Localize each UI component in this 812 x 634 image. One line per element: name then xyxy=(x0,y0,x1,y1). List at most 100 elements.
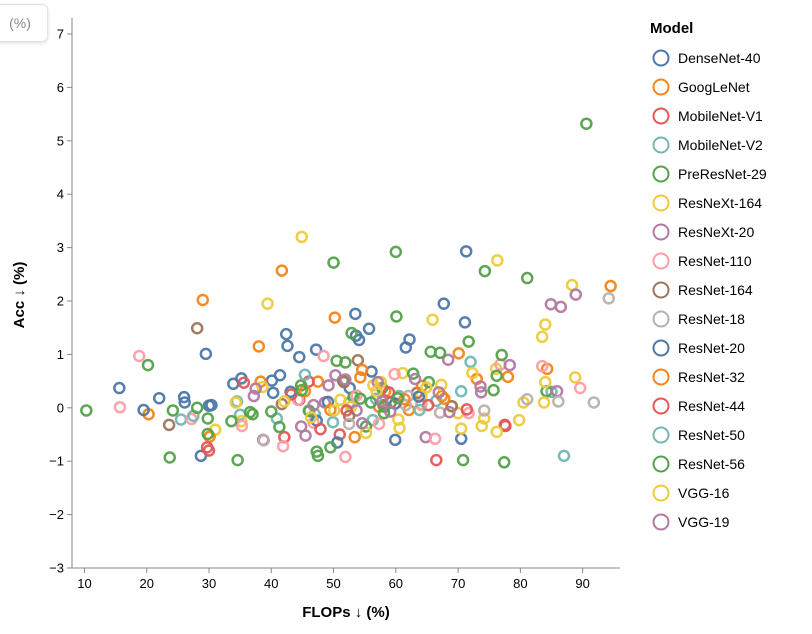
legend-symbol xyxy=(652,513,670,531)
data-point xyxy=(261,297,274,310)
data-point xyxy=(428,432,442,446)
legend-label: DenseNet-40 xyxy=(678,50,761,66)
y-tick-label: −3 xyxy=(49,561,64,576)
corner-badge: (%) xyxy=(0,4,48,42)
data-point xyxy=(415,397,428,411)
y-tick-label: −2 xyxy=(49,507,64,522)
data-point xyxy=(333,428,347,441)
data-point xyxy=(247,389,261,403)
y-tick-label: 1 xyxy=(57,347,64,362)
legend-symbol xyxy=(652,49,670,67)
data-point xyxy=(388,433,402,447)
legend-item: ResNet-50 xyxy=(652,426,745,444)
data-point xyxy=(491,254,504,267)
x-tick-label: 70 xyxy=(451,576,465,591)
x-tick-label: 40 xyxy=(264,576,278,591)
legend-symbol xyxy=(652,310,670,328)
data-point xyxy=(137,403,150,417)
data-point xyxy=(539,318,552,331)
y-tick-label: 7 xyxy=(57,27,64,42)
y-tick-label: −1 xyxy=(49,454,64,469)
data-point xyxy=(454,422,468,435)
legend-symbol xyxy=(652,426,670,444)
data-point xyxy=(299,429,312,442)
data-point xyxy=(390,310,403,323)
data-point xyxy=(377,406,391,420)
axes: −3 −2 −1 0 1 2 3 4 5 6 7 10 20 30 40 50 60 70 80 90 xyxy=(49,18,620,591)
data-point xyxy=(478,264,492,278)
legend-symbol xyxy=(652,223,670,241)
data-point xyxy=(141,358,155,372)
data-point xyxy=(454,385,468,398)
legend-symbol xyxy=(652,368,670,386)
data-point xyxy=(460,403,474,416)
data-points xyxy=(80,117,617,469)
data-point xyxy=(265,374,279,387)
data-point xyxy=(403,333,416,346)
data-point xyxy=(464,355,477,369)
data-point xyxy=(339,373,352,386)
series-resnet-20 xyxy=(137,329,426,449)
data-point xyxy=(370,385,383,398)
x-tick-label: 20 xyxy=(139,576,153,591)
legend-item: ResNet-18 xyxy=(652,310,745,328)
data-point xyxy=(412,390,426,403)
data-point xyxy=(354,371,367,384)
legend-label: ResNet-50 xyxy=(678,427,745,443)
legend-label: ResNet-20 xyxy=(678,340,745,356)
data-point xyxy=(229,396,243,409)
legend-item: ResNet-44 xyxy=(652,397,745,415)
legend-item: ResNeXt-164 xyxy=(652,194,762,212)
data-point xyxy=(393,421,406,435)
data-point xyxy=(408,372,422,386)
data-point xyxy=(317,349,330,363)
data-point xyxy=(113,401,127,414)
data-point xyxy=(266,386,280,400)
data-point xyxy=(554,300,568,314)
legend-item: PreResNet-29 xyxy=(652,165,767,183)
data-point xyxy=(477,412,491,425)
series-vgg-19 xyxy=(249,358,517,442)
data-point xyxy=(304,411,318,424)
data-point xyxy=(398,393,411,406)
legend-label: ResNet-56 xyxy=(678,456,745,472)
legend-item: VGG-19 xyxy=(652,513,730,531)
data-point xyxy=(310,445,323,458)
data-point xyxy=(345,326,358,340)
legend-label: VGG-19 xyxy=(678,514,730,530)
data-point xyxy=(231,453,244,467)
legend-item: ResNet-56 xyxy=(652,455,745,473)
data-point xyxy=(249,382,262,395)
legend-item: MobileNet-V2 xyxy=(652,136,763,154)
data-point xyxy=(328,311,342,324)
data-point xyxy=(293,350,306,364)
data-point xyxy=(339,450,352,464)
data-point xyxy=(487,383,500,397)
data-point xyxy=(477,404,491,417)
data-point xyxy=(499,419,512,433)
legend-symbol xyxy=(652,136,670,154)
data-point xyxy=(535,330,549,344)
data-point xyxy=(113,381,126,395)
data-point xyxy=(162,418,176,432)
data-point xyxy=(375,395,389,408)
data-point xyxy=(246,407,259,421)
data-point xyxy=(580,117,593,130)
data-point xyxy=(474,380,487,393)
legend-label: ResNeXt-20 xyxy=(678,224,754,240)
data-point xyxy=(544,297,558,311)
legend: Model DenseNet-40 GoogLeNet MobileNet-V1 Mo… xyxy=(650,20,767,531)
data-point xyxy=(237,376,251,389)
data-point xyxy=(475,419,489,433)
legend-item: MobileNet-V1 xyxy=(652,107,763,125)
legend-label: MobileNet-V1 xyxy=(678,108,763,124)
data-point xyxy=(351,354,365,367)
legend-label: MobileNet-V2 xyxy=(678,137,763,153)
legend-symbol xyxy=(652,78,670,96)
series-vgg-16 xyxy=(229,378,551,440)
data-point xyxy=(190,401,204,415)
data-point xyxy=(382,386,396,399)
x-tick-label: 50 xyxy=(326,576,340,591)
data-point xyxy=(557,449,571,463)
data-point xyxy=(512,413,526,427)
